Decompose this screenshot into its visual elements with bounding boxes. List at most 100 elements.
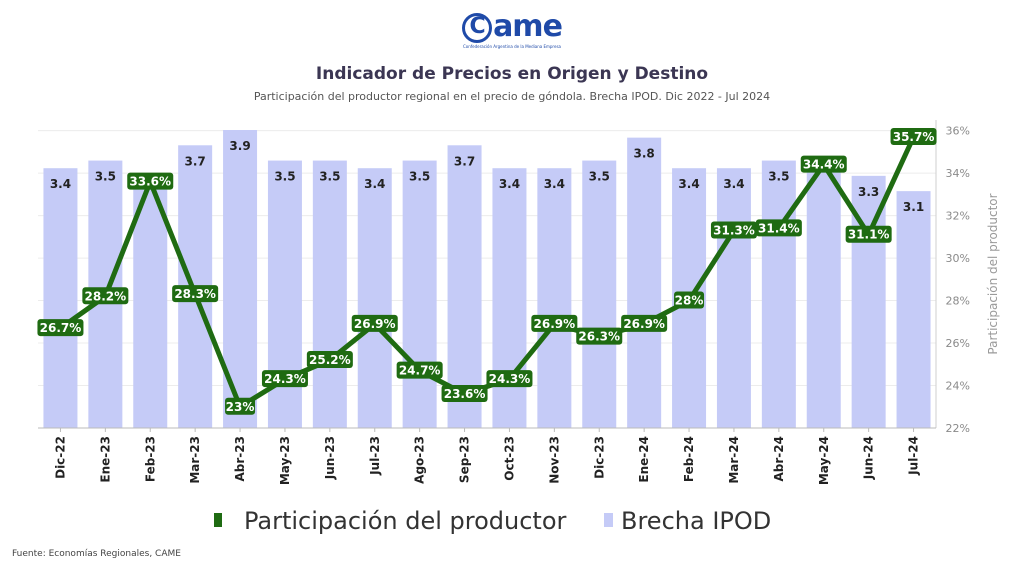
line-data-label: 26.3% [578,330,620,344]
line-point [710,221,757,239]
bar [492,168,527,428]
x-tick-label: Nov-23 [547,436,561,484]
logo-subtitle: Confederación Argentina de la Mediana Em… [463,44,561,49]
x-tick-label: Jun-23 [323,436,337,480]
bar [582,160,617,429]
line-point [674,291,705,309]
bar [312,160,347,429]
source-note: Fuente: Economías Regionales, CAME [12,549,181,559]
line-point [576,327,623,345]
x-tick-label: Feb-23 [143,436,157,482]
line-point [396,361,443,379]
y-tick-label: 30% [946,252,970,265]
line-point [37,319,84,337]
line-point [800,155,847,173]
bar-data-label: 3.4 [50,177,71,191]
bar [537,168,572,428]
legend-label-line: Participación del productor [244,507,567,535]
line-data-label: 31.1% [848,228,890,242]
chart-title: Indicador de Precios en Origen y Destino [315,64,709,84]
line-data-label: 23% [226,400,255,414]
y-axis-label: Participación del productor [986,193,1000,354]
bar [43,168,78,428]
x-tick-label: Ene-23 [98,436,112,483]
bar-data-label: 3.4 [723,177,744,191]
line-data-label: 24.7% [399,364,441,378]
bar-data-label: 3.5 [319,170,340,184]
line-data-label: 24.3% [489,372,531,386]
line-point [306,351,353,369]
bar-data-label: 3.4 [499,177,520,191]
line-data-label: 31.3% [713,223,755,237]
bar-data-label: 3.7 [185,154,206,168]
x-tick-label: Ene-24 [637,436,651,483]
legend-swatch-line [214,513,222,527]
line-data-label: 33.6% [129,175,171,189]
bar-data-label: 3.4 [364,177,385,191]
y-tick-label: 26% [946,337,970,350]
x-tick-label: Abr-24 [772,436,786,481]
x-tick-label: Ago-23 [413,436,427,484]
line-point [82,287,129,305]
line-point [261,370,308,388]
line-data-label: 26.9% [623,317,665,331]
line-data-label: 23.6% [444,387,486,401]
line-point [845,225,892,243]
bar-data-label: 3.4 [678,177,699,191]
x-tick-label: Jul-23 [368,436,382,476]
bar-data-label: 3.5 [95,170,116,184]
legend-label-bar: Brecha IPOD [621,507,771,535]
bar [806,168,841,428]
line-data-label: 31.4% [758,221,800,235]
x-tick-label: Abr-23 [233,436,247,481]
line-point [486,370,533,388]
line-point [225,397,256,415]
line-point [441,385,488,403]
line-data-label: 26.7% [40,321,82,335]
bar [357,168,392,428]
bar [716,168,751,428]
y-tick-label: 24% [946,380,970,393]
bar-data-label: 3.3 [858,185,879,199]
chart-subtitle: Participación del productor regional en … [253,90,771,103]
line-point [531,314,578,332]
line-data-label: 28.2% [85,289,127,303]
y-tick-label: 32% [946,210,970,223]
x-tick-label: Dic-22 [53,436,67,479]
bar-data-label: 3.5 [274,170,295,184]
bar [761,160,796,429]
x-tick-label: Feb-24 [682,436,696,482]
x-tick-label: Dic-23 [592,436,606,479]
x-tick-label: Jun-24 [862,436,876,480]
line-data-label: 35.7% [893,130,935,144]
line-data-label: 26.9% [354,317,396,331]
bar-data-label: 3.1 [903,200,924,214]
line-point [127,172,174,190]
bar [627,137,662,428]
line-point [172,285,219,303]
bar-data-label: 3.5 [589,170,610,184]
bar-data-label: 3.7 [454,154,475,168]
bar-data-label: 3.5 [768,170,789,184]
line-data-label: 25.2% [309,353,351,367]
line-point [890,127,937,145]
bar-data-label: 3.9 [229,139,250,153]
y-tick-label: 36% [946,125,970,138]
bar [133,175,168,428]
y-tick-label: 34% [946,167,970,180]
x-tick-label: May-23 [278,436,292,485]
x-tick-label: Mar-24 [727,436,741,484]
x-tick-label: May-24 [817,436,831,485]
line-data-label: 28% [675,294,704,308]
x-tick-label: Jul-24 [907,436,921,476]
line-data-label: 26.9% [534,317,576,331]
bar [896,191,931,428]
bar-data-label: 3.5 [409,170,430,184]
x-tick-label: Sep-23 [458,436,472,483]
bar-data-label: 3.8 [634,147,655,161]
line-data-label: 28.3% [174,287,216,301]
line-data-label: 34.4% [803,158,845,172]
